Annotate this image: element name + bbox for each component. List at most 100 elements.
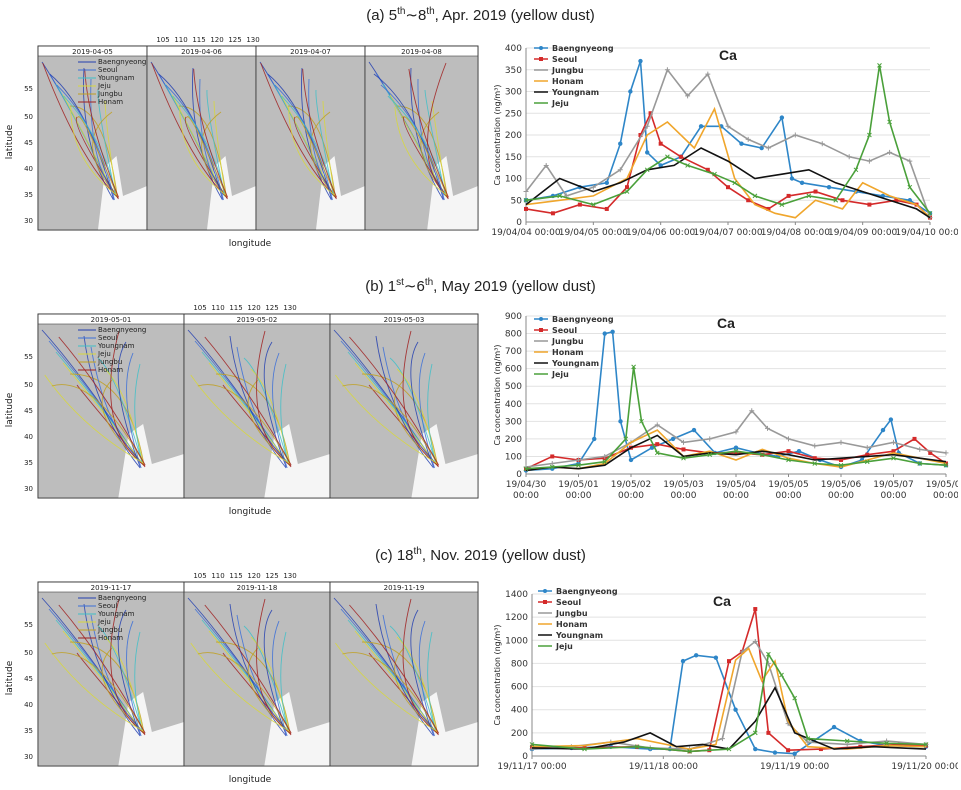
data-point: [610, 329, 615, 334]
map-legend-label: Honam: [98, 634, 123, 642]
data-point: [644, 123, 650, 129]
trajectory-line: [186, 116, 227, 197]
section-title-a: (a) 5th∼8th, Apr. 2019 (yellow dust): [366, 6, 595, 24]
y-tick-label: 50: [511, 196, 523, 206]
map-panel-date: 2019-11-17: [91, 584, 132, 592]
x-tick-label: 19/04/08 00:00: [761, 228, 830, 238]
chart-title: Ca: [713, 593, 731, 609]
map-legend-label: Seoul: [98, 334, 117, 342]
latitude-tick: 30: [24, 217, 33, 225]
data-point: [644, 167, 650, 173]
trajectory-line: [193, 68, 228, 198]
longitude-tick: 130: [283, 572, 296, 580]
trajectory-line: [272, 620, 288, 737]
series-line-jeju: [531, 651, 927, 753]
trajectory-line: [215, 641, 291, 735]
trajectory-line: [84, 68, 119, 198]
data-point: [529, 746, 535, 752]
trajectory-line: [69, 641, 145, 735]
data-point: [779, 115, 785, 120]
data-point: [631, 364, 636, 370]
trajectory-line: [396, 636, 438, 733]
data-point: [707, 436, 713, 442]
trajectory-line: [92, 111, 118, 198]
y-tick-label: 1200: [505, 613, 528, 623]
trajectory-line: [272, 352, 288, 469]
trajectory-line: [361, 641, 439, 735]
trajectory-map-c: latitude 55 50 45 40 35 30 longitude 2019-11-17 2…: [5, 572, 479, 785]
data-point: [907, 184, 913, 190]
longitude-tick: 115: [229, 304, 242, 312]
data-point: [749, 408, 755, 414]
data-point: [602, 331, 607, 336]
longitude-tick: 105: [156, 36, 169, 44]
data-point: [654, 450, 660, 456]
trajectory-line: [401, 116, 448, 197]
data-point: [681, 447, 686, 452]
data-point: [739, 141, 744, 146]
trajectory-line: [236, 346, 288, 463]
data-point: [732, 180, 738, 186]
x-tick-label-time: 00:00: [618, 491, 644, 501]
data-point: [799, 180, 805, 186]
data-point: [602, 453, 608, 459]
latitude-tick: 55: [24, 621, 33, 629]
legend-label: Seoul: [552, 55, 577, 64]
data-point: [917, 446, 923, 452]
data-point: [649, 445, 655, 450]
map-panel-date: 2019-11-19: [384, 584, 425, 592]
data-point: [523, 466, 529, 472]
trajectory-line: [134, 631, 143, 731]
data-point: [765, 425, 770, 431]
data-point: [812, 443, 818, 449]
trajectory-line: [418, 352, 435, 469]
map-legend-label: Jeju: [97, 350, 111, 358]
data-point: [550, 454, 555, 459]
data-point: [840, 198, 845, 203]
trajectory-line: [368, 384, 439, 468]
trajectory-line: [402, 598, 439, 735]
trajectory-line: [104, 100, 117, 197]
data-point: [864, 459, 870, 465]
trajectory-line: [402, 330, 439, 467]
data-point: [665, 154, 670, 160]
y-tick-label: 200: [505, 131, 522, 141]
data-point: [658, 163, 663, 168]
trajectory-line: [190, 642, 290, 732]
data-point: [877, 63, 882, 68]
data-point: [713, 655, 719, 660]
trajectory-line: [190, 374, 290, 464]
map-sea: [264, 692, 330, 766]
trajectory-line: [77, 116, 118, 197]
trajectory-line: [427, 363, 436, 463]
y-tick-label: 300: [505, 417, 522, 427]
data-point: [617, 167, 623, 173]
data-point: [549, 464, 555, 470]
x-tick-label-time: 00:00: [723, 491, 749, 501]
x-tick-label: 19/04/04 00:00: [491, 228, 560, 238]
data-point: [726, 746, 732, 752]
trajectory-line: [56, 84, 115, 201]
data-point: [838, 439, 844, 445]
data-point: [634, 744, 640, 750]
data-point: [639, 418, 644, 424]
trajectory-line: [335, 374, 437, 464]
x-tick-label-time: 00:00: [671, 491, 697, 501]
data-point: [779, 672, 784, 678]
trajectory-line: [382, 614, 435, 731]
data-point: [818, 747, 823, 752]
trajectory-line: [76, 652, 146, 736]
data-point: [943, 462, 949, 468]
data-point: [838, 462, 844, 468]
trajectory-line: [134, 363, 143, 463]
data-point: [670, 436, 676, 442]
data-point: [645, 150, 650, 155]
y-tick-label: 700: [505, 347, 522, 357]
trajectory-line: [274, 84, 333, 201]
trajectory-line: [349, 336, 439, 466]
map-legend-label: Honam: [98, 366, 123, 374]
legend-label: Honam: [556, 620, 588, 629]
map-legend-label: Youngnam: [97, 610, 135, 618]
ca-concentration-chart-b: 010020030040050060070080090019/04/3000:0…: [493, 312, 958, 501]
